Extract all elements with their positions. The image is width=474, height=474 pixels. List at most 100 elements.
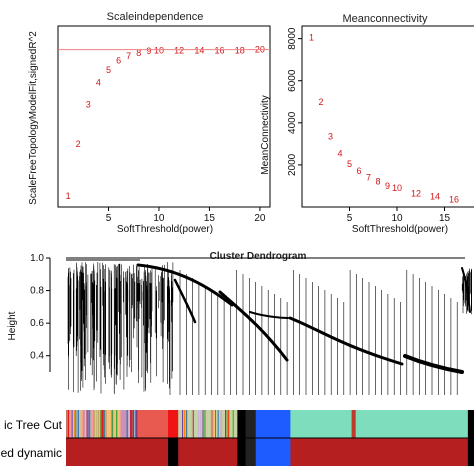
dendrogram-y-ticks: 0.4 0.6 0.8 1.0 — [30, 253, 50, 362]
data-point-label: 1 — [66, 191, 71, 201]
color-stripe — [205, 410, 207, 438]
data-point-label: 3 — [86, 100, 91, 110]
color-stripe — [86, 410, 88, 438]
color-segment — [351, 410, 357, 438]
color-stripe — [228, 410, 230, 438]
dendrogram-major-branch — [288, 316, 404, 366]
data-point-label: 5 — [347, 159, 352, 169]
color-stripe — [111, 410, 113, 438]
color-segment — [178, 438, 238, 466]
color-stripe — [134, 410, 136, 438]
data-point-label: 18 — [235, 45, 245, 55]
dendrogram-major-branch — [249, 311, 289, 319]
color-stripe — [66, 410, 68, 438]
dendrogram-branches — [67, 262, 472, 395]
color-stripe — [183, 410, 185, 438]
x-tick-label: 15 — [204, 213, 216, 224]
color-stripe — [108, 410, 111, 438]
dendrogram-major-branch — [136, 263, 234, 307]
y-tick-label: 6000 — [287, 69, 298, 92]
color-stripe — [113, 410, 115, 438]
color-stripe — [90, 410, 92, 438]
color-segment — [168, 438, 179, 466]
data-point-label: 16 — [449, 195, 459, 205]
color-stripe — [179, 410, 181, 438]
color-segment — [168, 410, 179, 438]
row-label-dynamic-tree-cut: ic Tree Cut — [4, 418, 63, 432]
color-stripe — [78, 410, 81, 438]
x-tick-label: 5 — [106, 213, 112, 224]
color-stripe — [91, 410, 94, 438]
color-stripe — [101, 410, 104, 438]
data-point-label: 6 — [116, 56, 121, 66]
data-point-label: 4 — [337, 148, 342, 158]
data-point-label: 4 — [96, 78, 101, 88]
color-stripe — [115, 410, 117, 438]
color-stripe — [184, 410, 186, 438]
x-tick-label: 10 — [391, 213, 403, 224]
color-stripe — [81, 410, 83, 438]
x-tick-label: 15 — [439, 213, 451, 224]
color-stripe — [227, 410, 229, 438]
color-stripe — [231, 410, 233, 438]
color-stripe — [74, 410, 76, 438]
x-tick-label: 5 — [347, 213, 353, 224]
color-stripe — [214, 410, 216, 438]
color-stripe — [200, 410, 202, 438]
color-segment — [66, 438, 169, 466]
color-stripe — [99, 410, 101, 438]
color-stripe — [133, 410, 136, 438]
color-stripe — [126, 410, 128, 438]
color-stripe — [186, 410, 188, 438]
color-segment — [237, 410, 246, 438]
x-tick-label: 10 — [153, 213, 165, 224]
color-stripe — [184, 410, 186, 438]
color-stripe — [84, 410, 87, 438]
color-stripe — [89, 410, 91, 438]
data-point-label: 9 — [385, 181, 390, 191]
data-point-label: 12 — [411, 188, 421, 198]
mean-connectivity-ylabel: MeanConnectivity — [260, 95, 271, 174]
mean-connectivity-xlabel: SoftThreshold(power) — [352, 224, 448, 235]
dendrogram-color-rows — [66, 410, 474, 466]
color-segment — [245, 410, 257, 438]
cluster-dendrogram-panel: Cluster Dendrogram 0.4 0.6 0.8 1.0 Height i… — [1, 251, 474, 466]
color-stripe — [232, 410, 234, 438]
color-stripe — [202, 410, 204, 438]
scale-independence-ylabel: ScaleFreeTopologyModelFit,signedR^2 — [28, 31, 39, 205]
x-tick-label: 20 — [254, 213, 266, 224]
data-point-label: 14 — [194, 45, 204, 55]
dendrogram-ylabel: Height — [7, 311, 18, 340]
data-point-label: 7 — [366, 173, 371, 183]
data-point-label: 10 — [392, 183, 402, 193]
color-segment — [137, 410, 169, 438]
color-stripe — [230, 410, 232, 438]
color-segment — [467, 438, 474, 466]
data-point-label: 7 — [126, 51, 131, 61]
color-stripe — [96, 410, 98, 438]
dendrogram-top-merge — [66, 257, 465, 261]
data-point-label: 10 — [154, 45, 164, 55]
row-label-merged-dynamic: ed dynamic — [1, 446, 62, 460]
color-stripe — [221, 410, 223, 438]
data-point-label: 5 — [106, 65, 111, 75]
color-stripe — [127, 410, 129, 438]
data-point-label: 8 — [375, 177, 380, 187]
data-point-label: 3 — [328, 131, 333, 141]
data-point-label: 12 — [174, 45, 184, 55]
mean-connectivity-title: Meanconnectivity — [343, 13, 428, 25]
color-stripe — [78, 410, 80, 438]
color-segment — [290, 410, 352, 438]
color-stripe — [193, 410, 195, 438]
color-stripe — [182, 410, 184, 438]
color-stripe — [70, 410, 72, 438]
color-stripe — [210, 410, 212, 438]
scale-independence-title: Scaleindependence — [107, 11, 204, 23]
color-stripe — [129, 410, 131, 438]
y-tick-label: 8000 — [287, 27, 298, 50]
color-stripe — [82, 410, 84, 438]
data-point-label: 2 — [76, 139, 81, 149]
